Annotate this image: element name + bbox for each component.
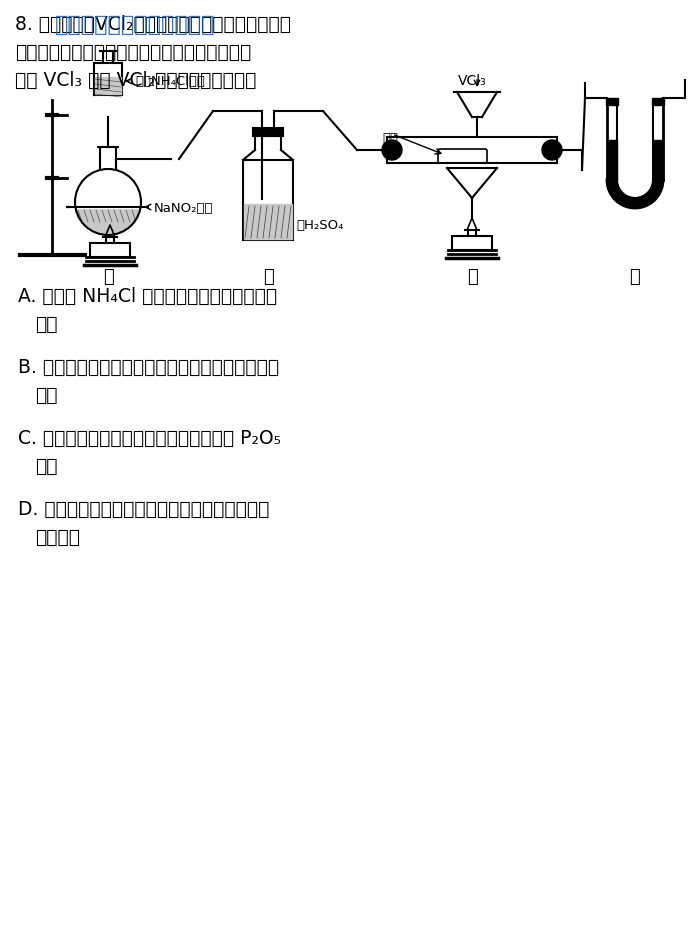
Text: 丙: 丙 bbox=[467, 268, 477, 286]
Polygon shape bbox=[76, 210, 139, 235]
Text: A. 盛饱和 NH₄Cl 溶液的仪器名称为恒压滴液: A. 盛饱和 NH₄Cl 溶液的仪器名称为恒压滴液 bbox=[18, 287, 277, 306]
Text: 分解 VCl₃ 制备 VCl₂。下列说法错误的是: 分解 VCl₃ 制备 VCl₂。下列说法错误的是 bbox=[15, 71, 256, 90]
Bar bbox=[243, 160, 293, 240]
Polygon shape bbox=[244, 204, 292, 239]
Text: 粉末: 粉末 bbox=[35, 457, 57, 476]
Bar bbox=[253, 128, 283, 136]
Text: 乙: 乙 bbox=[262, 268, 274, 286]
Polygon shape bbox=[607, 180, 663, 208]
Text: B. 甲装置反应生成氮气，用于排除乙、丙装置中的: B. 甲装置反应生成氮气，用于排除乙、丙装置中的 bbox=[18, 358, 279, 377]
Circle shape bbox=[542, 140, 562, 160]
Text: 甲: 甲 bbox=[103, 268, 113, 286]
Text: 空气: 空气 bbox=[35, 386, 57, 405]
Text: VCl₃: VCl₃ bbox=[458, 74, 486, 88]
Bar bbox=[652, 98, 664, 105]
Text: 漏斗: 漏斗 bbox=[35, 315, 57, 334]
Text: 化鈴试纸: 化鈴试纸 bbox=[35, 528, 80, 547]
Text: 浓H₂SO₄: 浓H₂SO₄ bbox=[296, 219, 344, 232]
Text: NaNO₂溶液: NaNO₂溶液 bbox=[154, 202, 214, 215]
Text: D. 验证丙装置中的气体产物，可用湿润的淠粉磗: D. 验证丙装置中的气体产物，可用湿润的淠粉磗 bbox=[18, 500, 270, 519]
Text: 瓷舟: 瓷舟 bbox=[382, 132, 398, 145]
Text: 强的还原性和吸湿性。某科学探究小组同学通过: 强的还原性和吸湿性。某科学探究小组同学通过 bbox=[15, 43, 251, 62]
Bar bbox=[90, 243, 130, 257]
Text: 饱和NH₄Cl溶液: 饱和NH₄Cl溶液 bbox=[135, 75, 205, 88]
Polygon shape bbox=[95, 77, 121, 94]
Bar bbox=[606, 98, 618, 105]
Bar bbox=[452, 236, 492, 250]
Text: C. 丁装置可用于尾气吸收，盛装的药品为 P₂O₅: C. 丁装置可用于尾气吸收，盛装的药品为 P₂O₅ bbox=[18, 429, 281, 448]
Circle shape bbox=[382, 140, 402, 160]
Text: 丁: 丁 bbox=[629, 268, 641, 286]
Text: 8. 二氯化钒（VCl₂）是重要的有机合成试剂，有较: 8. 二氯化钒（VCl₂）是重要的有机合成试剂，有较 bbox=[15, 15, 291, 34]
Text: 微信公众号关注：趣找答案: 微信公众号关注：趣找答案 bbox=[55, 15, 216, 35]
